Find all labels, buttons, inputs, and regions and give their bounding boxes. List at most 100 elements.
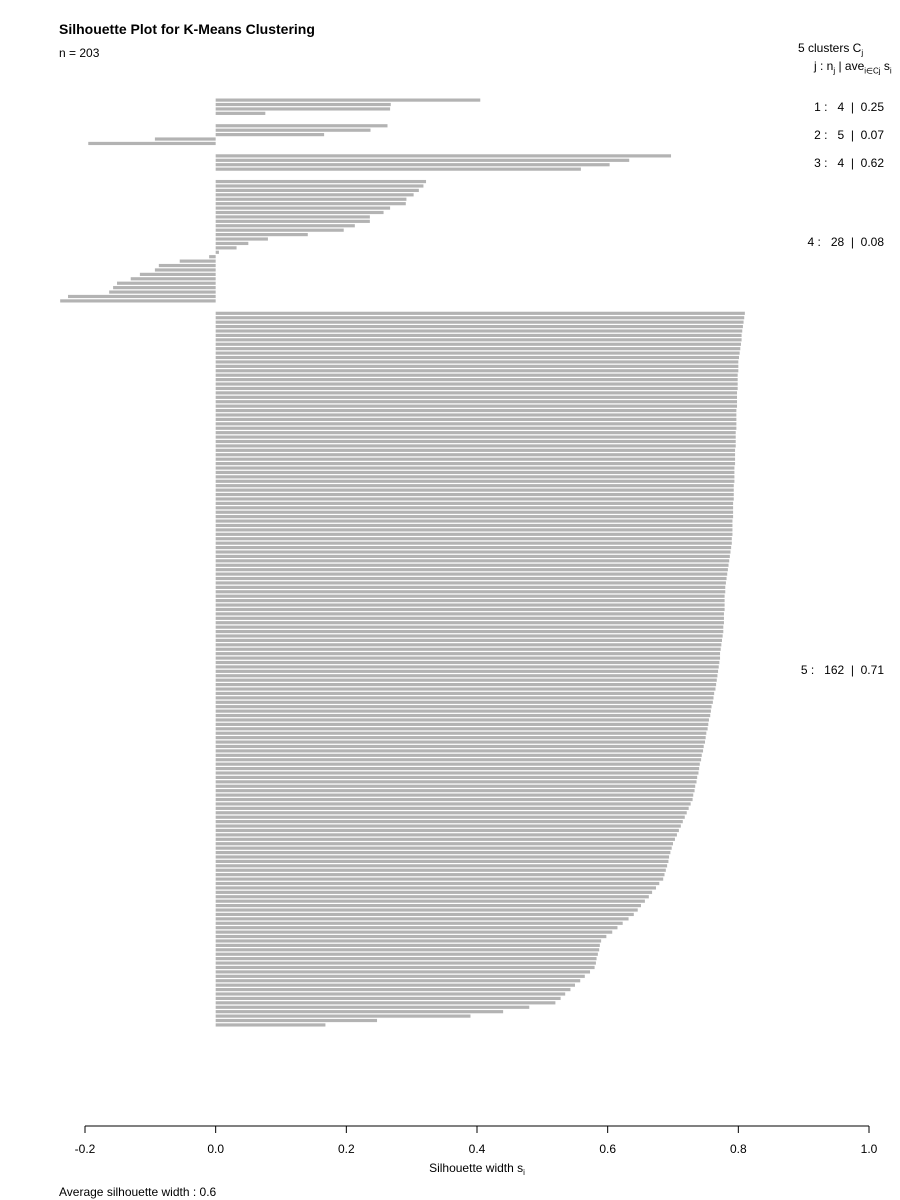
- silhouette-bar-c5-3: [215, 320, 744, 324]
- silhouette-bar-c5-139: [215, 921, 623, 925]
- silhouette-bar-c2-3: [215, 133, 325, 137]
- silhouette-bar-c5-59: [215, 568, 728, 572]
- silhouette-bar-c4-5: [215, 197, 407, 201]
- silhouette-bar-c5-159: [215, 1010, 504, 1014]
- silhouette-bar-c5-84: [215, 678, 717, 682]
- silhouette-bar-c5-26: [215, 422, 737, 426]
- silhouette-bar-c1-4: [215, 111, 266, 115]
- silhouette-bar-c5-73: [215, 629, 724, 634]
- silhouette-bar-c4-11: [215, 224, 355, 228]
- silhouette-bar-c5-151: [215, 974, 585, 978]
- silhouette-bar-c3-3: [215, 163, 610, 167]
- silhouette-bar-c5-128: [215, 873, 665, 877]
- silhouette-bar-c4-20: [158, 263, 216, 268]
- silhouette-bar-c5-87: [215, 691, 715, 696]
- silhouette-bar-c5-127: [215, 868, 666, 872]
- silhouette-bar-c5-155: [215, 992, 566, 996]
- silhouette-bar-c1-3: [215, 107, 391, 111]
- silhouette-bar-c5-74: [215, 634, 723, 638]
- silhouette-bar-c5-104: [215, 766, 700, 771]
- silhouette-bar-c5-2: [215, 316, 745, 320]
- silhouette-bar-c5-91: [215, 709, 711, 713]
- silhouette-bar-c5-130: [215, 881, 660, 886]
- silhouette-bar-c4-6: [215, 202, 406, 206]
- silhouette-bar-c5-92: [215, 713, 711, 718]
- silhouette-bar-c5-82: [215, 669, 719, 673]
- silhouette-bar-c5-153: [215, 983, 575, 987]
- silhouette-bar-c5-53: [215, 541, 732, 545]
- silhouette-bar-c5-138: [215, 917, 629, 921]
- silhouette-bar-c5-49: [215, 523, 733, 528]
- silhouette-bar-c5-110: [215, 793, 694, 797]
- silhouette-bar-c5-36: [215, 466, 735, 470]
- silhouette-bar-c5-56: [215, 554, 730, 559]
- silhouette-bar-c4-28: [60, 299, 216, 303]
- silhouette-bar-c5-52: [215, 537, 732, 541]
- silhouette-bar-c5-8: [215, 342, 741, 346]
- silhouette-bar-c5-88: [215, 696, 714, 700]
- silhouette-bar-c1-2: [215, 102, 391, 107]
- silhouette-bar-c5-27: [215, 426, 737, 430]
- silhouette-bar-c5-17: [215, 382, 738, 386]
- silhouette-bar-c5-132: [215, 890, 653, 894]
- silhouette-bar-c4-8: [215, 210, 384, 215]
- silhouette-bar-c5-140: [215, 926, 618, 930]
- silhouette-bar-c5-9: [215, 347, 741, 351]
- cluster-label-1: 1 : 4 | 0.25: [814, 100, 884, 115]
- silhouette-bar-c5-157: [215, 1001, 556, 1005]
- silhouette-bar-c5-152: [215, 979, 581, 983]
- silhouette-bar-c2-2: [215, 128, 371, 132]
- sample-count: n = 203: [59, 46, 100, 60]
- silhouette-bar-c5-39: [215, 479, 735, 483]
- silhouette-bar-c5-156: [215, 996, 561, 1001]
- silhouette-bar-c5-85: [215, 683, 717, 687]
- silhouette-bar-c4-24: [117, 281, 216, 285]
- silhouette-bar-c5-133: [215, 895, 649, 899]
- silhouette-bar-c5-65: [215, 594, 725, 598]
- silhouette-bar-c5-118: [215, 828, 679, 833]
- silhouette-bar-c5-31: [215, 444, 736, 448]
- silhouette-bar-c5-113: [215, 806, 689, 810]
- silhouette-bar-c4-17: [215, 250, 219, 254]
- silhouette-bar-c5-89: [215, 700, 713, 704]
- silhouette-bar-c5-149: [215, 965, 595, 970]
- bars-group: [60, 98, 745, 1027]
- silhouette-bar-c5-30: [215, 439, 736, 444]
- silhouette-bar-c5-134: [215, 899, 645, 903]
- silhouette-bar-c5-107: [215, 780, 697, 784]
- silhouette-bar-c5-144: [215, 943, 600, 947]
- silhouette-bar-c5-68: [215, 607, 725, 612]
- silhouette-bar-c5-125: [215, 859, 669, 863]
- cluster-label-2: 2 : 5 | 0.07: [814, 128, 884, 143]
- silhouette-bar-c5-23: [215, 408, 737, 413]
- silhouette-bar-c5-105: [215, 771, 699, 775]
- silhouette-bar-c5-83: [215, 674, 718, 678]
- silhouette-bar-c5-58: [215, 563, 729, 567]
- silhouette-bar-c4-12: [215, 228, 344, 232]
- silhouette-bar-c4-18: [209, 255, 216, 259]
- silhouette-bar-c4-19: [179, 259, 216, 263]
- silhouette-bar-c3-4: [215, 167, 581, 171]
- x-tick-label: 0.0: [207, 1142, 224, 1156]
- silhouette-bar-c5-24: [215, 413, 737, 417]
- silhouette-bar-c5-61: [215, 576, 727, 581]
- silhouette-bar-c5-114: [215, 811, 687, 815]
- silhouette-bar-c5-50: [215, 528, 733, 532]
- chart-title: Silhouette Plot for K-Means Clustering: [59, 21, 315, 37]
- silhouette-bar-c5-62: [215, 581, 726, 585]
- silhouette-bar-c2-5: [88, 141, 216, 146]
- silhouette-bar-c4-4: [215, 193, 414, 197]
- x-tick-label: -0.2: [75, 1142, 96, 1156]
- silhouette-bar-c5-80: [215, 660, 720, 665]
- x-tick-label: 0.2: [338, 1142, 355, 1156]
- silhouette-bar-c5-103: [215, 762, 700, 766]
- silhouette-bar-c5-48: [215, 519, 733, 523]
- silhouette-bar-c5-60: [215, 572, 728, 576]
- x-tick-label: 1.0: [861, 1142, 878, 1156]
- silhouette-bar-c4-27: [68, 294, 216, 299]
- silhouette-bar-c5-22: [215, 404, 738, 408]
- silhouette-bar-c5-4: [215, 324, 743, 329]
- silhouette-bar-c5-150: [215, 970, 591, 974]
- silhouette-bar-c5-12: [215, 360, 739, 364]
- silhouette-bar-c4-1: [215, 179, 427, 184]
